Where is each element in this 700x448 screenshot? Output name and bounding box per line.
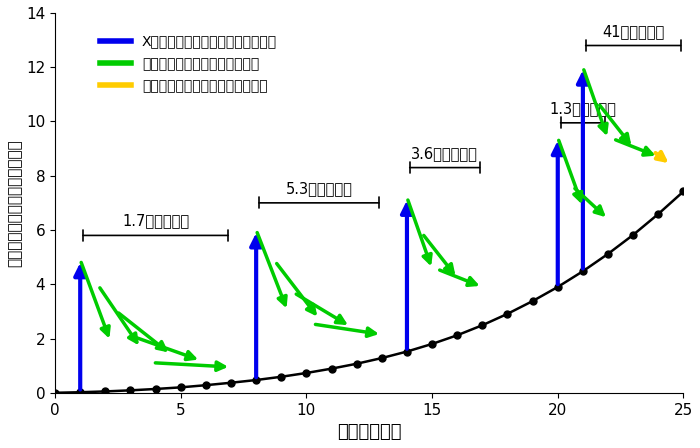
Text: 3.6フェムト秒: 3.6フェムト秒 bbox=[411, 146, 478, 161]
Y-axis label: エネルギー（キロ電子ボルト）: エネルギー（キロ電子ボルト） bbox=[7, 139, 22, 267]
Text: 5.3フェムト秒: 5.3フェムト秒 bbox=[286, 181, 352, 196]
Legend: X線を吸収して電子を放出する過程, 電子を放出して安定化する過程, けい光を放出して安定化する過程: X線を吸収して電子を放出する過程, 電子を放出して安定化する過程, けい光を放出… bbox=[93, 27, 284, 100]
Text: 41フェムト秒: 41フェムト秒 bbox=[602, 24, 664, 39]
X-axis label: イオンの価数: イオンの価数 bbox=[337, 423, 402, 441]
Text: 1.3フェムト秒: 1.3フェムト秒 bbox=[550, 101, 616, 116]
Text: 1.7フェムト秒: 1.7フェムト秒 bbox=[122, 214, 189, 228]
